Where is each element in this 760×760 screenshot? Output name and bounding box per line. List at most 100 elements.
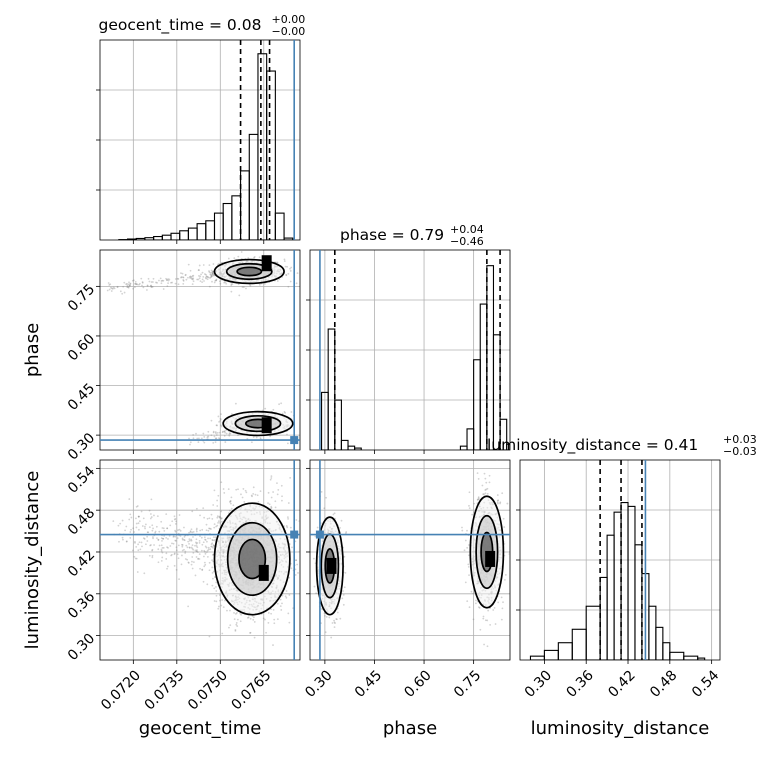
scatter-point [323,614,326,617]
scatter-point [229,432,232,435]
x-axis-label: geocent_time [139,718,262,739]
scatter-point [242,488,245,490]
scatter-point [201,568,204,571]
scatter-point [471,513,474,516]
scatter-point [191,560,193,563]
scatter-point [131,549,134,552]
scatter-point [215,279,218,282]
scatter-point [126,286,129,289]
scatter-point [197,441,200,444]
scatter-point [157,561,160,564]
scatter-point [325,615,328,618]
scatter-point [203,555,205,558]
scatter-point [175,568,178,571]
scatter-point [158,530,161,533]
scatter-point [142,286,145,289]
y-tick-label: 0.30 [65,631,98,664]
scatter-point [178,514,181,516]
scatter-point [298,520,300,522]
scatter-point [135,283,138,285]
scatter-point [255,436,258,439]
scatter-point [497,601,500,604]
scatter-point [218,515,221,518]
scatter-point [336,611,339,614]
scatter-point [225,282,228,285]
scatter-point [341,597,344,600]
scatter-point [162,537,165,540]
scatter-point [175,520,178,523]
scatter-point [250,494,253,497]
scatter-point [209,271,212,274]
scatter-point [192,548,195,551]
scatter-point [203,441,206,444]
scatter-point [189,277,192,279]
hist-bar [662,642,671,660]
scatter-point [254,493,257,496]
scatter-point [281,602,283,605]
scatter-point [185,278,188,281]
scatter-point [186,558,189,561]
scatter-point [478,498,480,501]
scatter-point [502,517,505,520]
scatter-point [165,513,168,516]
hist-clip [529,460,706,660]
hist-bar [340,439,349,450]
scatter-point [128,284,131,287]
scatter-point [247,616,250,619]
scatter-point [150,285,153,288]
scatter-point [267,612,270,614]
scatter-point [213,281,216,284]
scatter-point [137,549,140,552]
scatter-point [211,273,214,276]
scatter-point [170,281,172,284]
scatter-point [222,488,225,490]
scatter-point [207,548,210,551]
scatter-point [218,420,220,423]
scatter-point [208,271,211,273]
x-tick-label: 0.75 [451,667,484,700]
scatter-point [230,496,233,499]
scatter-point [152,277,155,280]
scatter-point [478,607,481,609]
scatter-point [137,522,140,525]
scatter-point [475,602,477,605]
scatter-point [224,599,226,602]
hist-bar [222,202,233,240]
scatter-point [127,283,130,286]
scatter-point [199,275,202,278]
scatter-point [112,286,115,289]
x-tick-label: 0.0720 [98,667,144,713]
scatter-point [195,530,198,533]
scatter-point [196,551,199,554]
scatter-point [128,498,131,500]
scatter-point [486,487,489,490]
scatter-point [166,546,168,549]
scatter-point [161,551,164,554]
scatter-point [167,278,169,280]
scatter-point [483,643,485,646]
hist-bar [571,628,587,660]
scatter-point [207,430,210,433]
scatter-point [217,605,220,608]
hist-bar [529,655,545,660]
scatter-point [162,279,165,282]
scatter-point [339,526,341,529]
scatter-point [219,417,222,420]
scatter-point [156,537,158,540]
hist-bar [606,534,615,660]
scatter-point [146,535,149,538]
hist-bar [506,443,510,450]
scatter-point [240,493,242,496]
scatter-point [181,272,184,275]
scatter-point [123,291,126,294]
scatter-point [189,269,192,272]
scatter-point [289,267,291,270]
scatter-point [287,612,290,615]
scatter-point [160,550,163,552]
scatter-point [180,272,182,275]
scatter-point [212,539,214,542]
scatter-point [205,523,208,526]
scatter-point [218,594,221,596]
scatter-point [274,506,277,509]
scatter-point [210,513,213,516]
